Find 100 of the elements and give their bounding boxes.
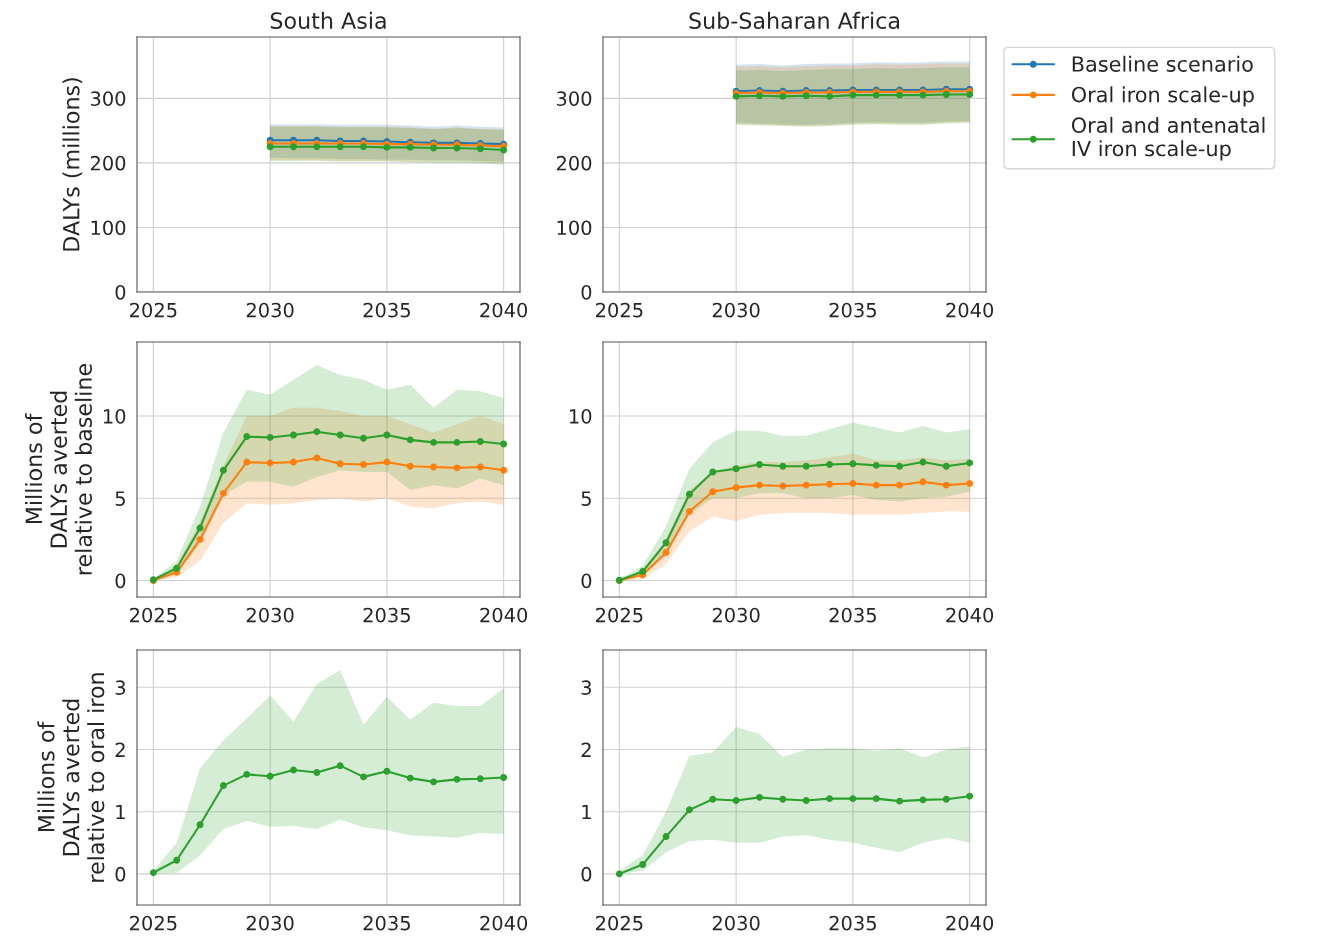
chart-title: Sub-Saharan Africa [689, 11, 899, 29]
point [313, 454, 321, 462]
point [662, 539, 670, 547]
point [290, 143, 297, 151]
point [919, 478, 927, 486]
point [336, 431, 344, 439]
y-tick-label: 2 [115, 742, 125, 757]
point [872, 795, 880, 803]
y-axis-title: Millions of DALYs averted relative to baseline [25, 364, 92, 575]
y-tick-label: 200 [90, 155, 126, 171]
point [406, 774, 414, 782]
point [173, 856, 181, 864]
point [313, 143, 321, 151]
y-tick-label: 200 [556, 155, 592, 171]
point [639, 568, 647, 575]
point [173, 564, 181, 572]
point [476, 775, 484, 783]
point [243, 770, 251, 778]
point [849, 480, 857, 487]
point [290, 458, 297, 466]
point [313, 428, 321, 436]
x-tick-label: 2030 [246, 607, 294, 623]
point [500, 440, 508, 448]
y-tick-label: 3 [115, 680, 126, 695]
y-tick-label: 1 [582, 804, 591, 820]
x-tick-label: 2035 [363, 915, 410, 931]
y-tick-label: 100 [557, 220, 592, 236]
point [709, 488, 717, 496]
point [500, 466, 508, 474]
y-tick-label: 10 [569, 408, 592, 424]
y-tick-label: 100 [91, 220, 126, 236]
point [196, 821, 204, 829]
x-tick-label: 2025 [596, 607, 643, 623]
point [476, 463, 484, 471]
x-tick-label: 2030 [712, 302, 760, 318]
x-tick-label: 2030 [712, 607, 760, 623]
point [896, 462, 904, 470]
point [476, 145, 484, 153]
point [942, 481, 950, 489]
point [756, 793, 763, 801]
x-tick-label: 2040 [946, 302, 994, 318]
point [942, 462, 950, 470]
point [476, 438, 484, 445]
point [756, 481, 763, 489]
point [639, 861, 647, 869]
point [826, 461, 833, 469]
x-tick-label: 2035 [363, 607, 410, 623]
point [453, 775, 461, 783]
point [756, 461, 763, 469]
x-tick-label: 2030 [246, 915, 294, 931]
point [709, 468, 717, 476]
point [406, 462, 414, 470]
x-tick-label: 2035 [829, 915, 876, 931]
point [966, 459, 974, 467]
point [430, 778, 438, 786]
point [849, 460, 857, 468]
point [219, 489, 227, 497]
point [149, 869, 157, 877]
point [826, 480, 833, 488]
point [826, 795, 833, 803]
point [802, 462, 810, 470]
point [849, 795, 857, 803]
x-tick-label: 2040 [946, 915, 994, 931]
point [243, 433, 251, 441]
point [196, 535, 204, 543]
x-tick-label: 2035 [829, 607, 876, 623]
point [219, 466, 227, 474]
point [290, 766, 297, 774]
point [453, 464, 461, 472]
x-tick-label: 2040 [946, 607, 994, 623]
x-tick-label: 2030 [246, 302, 294, 318]
point [685, 490, 693, 498]
legend-label: Oral iron scale-up [1071, 86, 1254, 107]
y-tick-label: 300 [556, 91, 592, 106]
point [266, 143, 274, 151]
y-tick-label: 10 [103, 408, 126, 424]
point [430, 463, 438, 471]
point [896, 797, 904, 805]
point [266, 772, 274, 780]
x-tick-label: 2040 [480, 607, 528, 623]
point [219, 782, 227, 790]
point [243, 458, 251, 466]
point [942, 795, 950, 803]
x-tick-label: 2025 [130, 915, 177, 931]
point [732, 797, 740, 804]
y-tick-label: 0 [115, 284, 126, 300]
point [872, 461, 880, 469]
point [709, 795, 717, 803]
y-tick-label: 0 [115, 573, 126, 589]
point [662, 833, 670, 841]
chart-title: South Asia [270, 11, 386, 29]
x-tick-label: 2030 [712, 915, 760, 931]
point [732, 484, 740, 492]
point [685, 507, 693, 515]
point [360, 773, 367, 781]
x-tick-label: 2025 [596, 915, 643, 931]
point [500, 146, 508, 154]
point [360, 434, 367, 442]
point [500, 774, 508, 781]
point [802, 481, 810, 489]
